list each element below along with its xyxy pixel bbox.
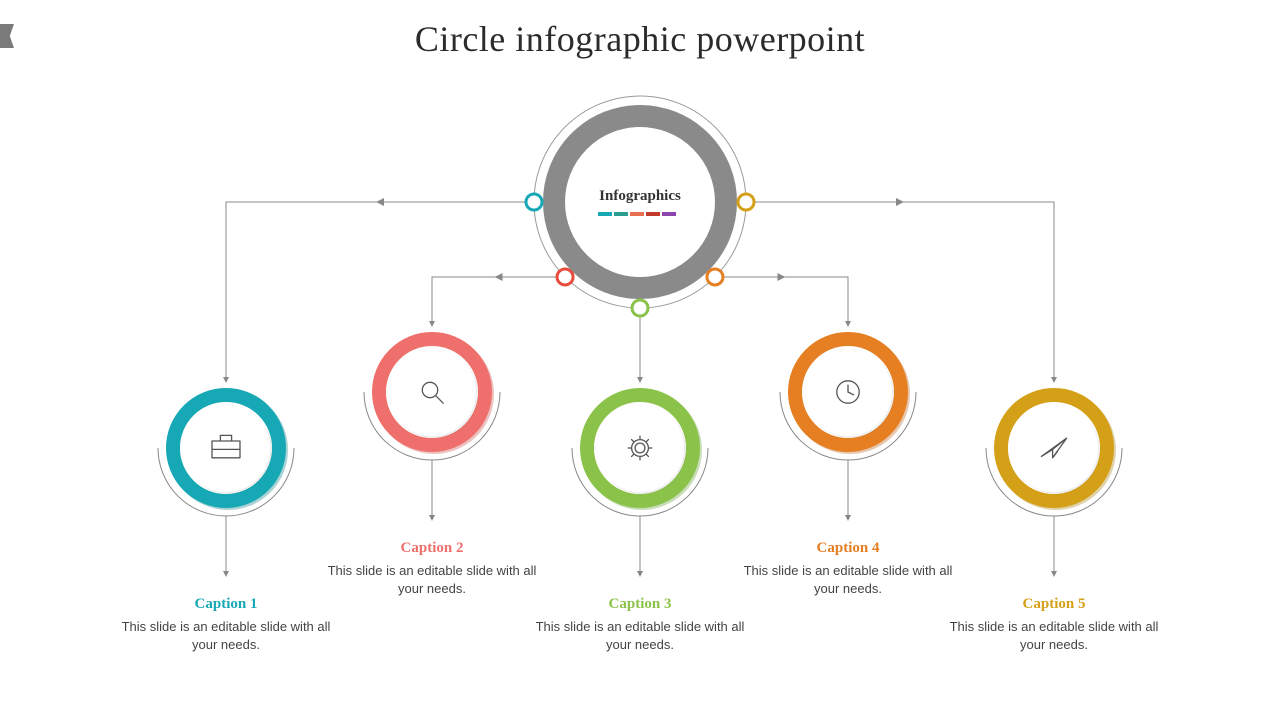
caption-body-1: This slide is an editable slide with all… [116,618,336,653]
caption-title-2: Caption 2 [322,540,542,557]
caption-title-1: Caption 1 [116,596,336,613]
caption-body-4: This slide is an editable slide with all… [738,562,958,597]
caption-title-4: Caption 4 [738,540,958,557]
caption-body-2: This slide is an editable slide with all… [322,562,542,597]
caption-body-5: This slide is an editable slide with all… [944,618,1164,653]
hub-label: Infographics [580,188,700,205]
caption-title-5: Caption 5 [944,596,1164,613]
caption-title-3: Caption 3 [530,596,750,613]
hub-stripes [598,212,676,216]
caption-body-3: This slide is an editable slide with all… [530,618,750,653]
